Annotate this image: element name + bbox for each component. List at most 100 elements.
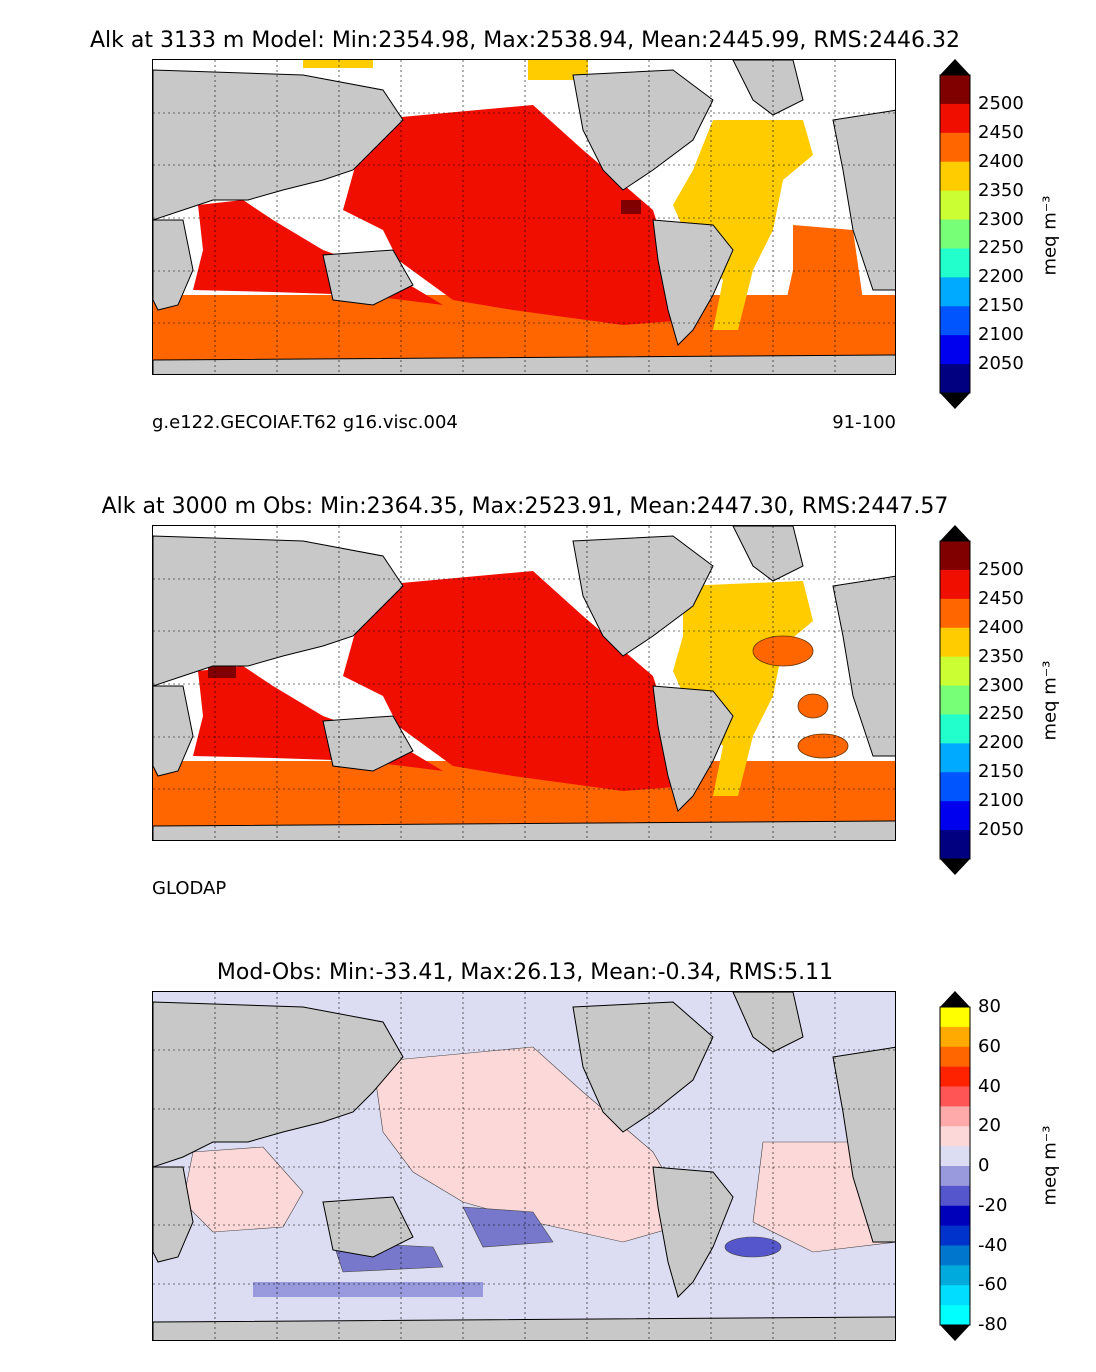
colorbar-segment: [940, 1007, 970, 1028]
colorbar-segment: [940, 801, 970, 831]
diff-colorbar-unit: meq m⁻³: [1039, 1125, 1061, 1206]
colorbar-tick-label: 60: [978, 1035, 1001, 1057]
model-years-label: 91-100: [832, 412, 896, 433]
colorbar-segment: [940, 714, 970, 744]
graticule: [153, 526, 895, 840]
caribbean-patch: [621, 200, 641, 214]
colorbar-tick-label: -20: [978, 1194, 1008, 1216]
colorbar-tick-label: 2450: [978, 587, 1024, 609]
north-america-land: [572, 535, 714, 657]
colorbar-segment: [940, 132, 970, 163]
colorbar-extend-max: [940, 991, 970, 1007]
atlantic-field: [673, 120, 813, 330]
colorbar-segment: [940, 1285, 970, 1306]
colorbar-tick-label: 2250: [978, 703, 1024, 725]
colorbar-tick-label: 2400: [978, 150, 1024, 172]
colorbar-tick-label: 2150: [978, 295, 1024, 317]
pacific-field: [343, 105, 688, 325]
eurasia-land: [153, 1001, 404, 1168]
pacific-positive-field: [372, 1046, 694, 1243]
circumpolar-negative-band: [253, 1282, 483, 1297]
colorbar-segment: [940, 1026, 970, 1048]
colorbar-segment: [940, 1066, 970, 1087]
colorbar-segment: [940, 1305, 970, 1326]
colorbar-tick-label: 2050: [978, 353, 1024, 375]
colorbar-tick-label: 2300: [978, 208, 1024, 230]
eurasia-land: [153, 69, 404, 221]
colorbar-tick-label: 2450: [978, 121, 1024, 143]
tasman-negative-patch: [462, 1206, 554, 1248]
diff-panel-title: Mod-Obs: Min:-33.41, Max:26.13, Mean:-0.…: [216, 960, 834, 985]
colorbar-segment: [940, 1185, 970, 1207]
south-america-land: [652, 685, 734, 812]
colorbar-tick-label: 2300: [978, 674, 1024, 696]
colorbar-segment: [940, 1086, 970, 1107]
colorbar-frame: [939, 540, 971, 860]
colorbar-segment: [940, 1205, 970, 1227]
colorbar-tick-label: 2400: [978, 616, 1024, 638]
colorbar-segment: [940, 1106, 970, 1127]
diff-colorbar: [939, 991, 971, 1341]
eurasia-land: [153, 535, 404, 687]
graticule: [153, 992, 895, 1340]
colorbar-segment: [940, 1126, 970, 1147]
colorbar-segment: [940, 541, 970, 571]
south-atlantic-negative-patch: [724, 1236, 782, 1258]
colorbar-tick-label: 2350: [978, 179, 1024, 201]
colorbar-extend-min: [940, 1325, 970, 1341]
colorbar-tick-label: -60: [978, 1274, 1008, 1296]
north-america-land: [572, 1001, 714, 1133]
colorbar-tick-label: 80: [978, 996, 1001, 1017]
africa-west-land: [832, 575, 895, 757]
australia-land: [322, 249, 414, 306]
colorbar-segment: [940, 830, 970, 860]
africa-west-land: [832, 109, 895, 291]
africa-west-land: [832, 1046, 895, 1243]
colorbar-extend-max: [940, 59, 970, 75]
diff-map-canvas: [153, 992, 895, 1340]
colorbar-segment: [940, 598, 970, 629]
obs-colorbar: [939, 525, 971, 875]
south-atlantic-orange-patch: [797, 733, 849, 759]
obs-map: [152, 525, 896, 841]
colorbar-tick-label: 2200: [978, 266, 1024, 288]
greenland-land: [732, 60, 804, 116]
colorbar-segment: [940, 627, 970, 658]
australia-land: [322, 715, 414, 772]
colorbar-segment: [940, 248, 970, 278]
obs-panel-title: Alk at 3000 m Obs: Min:2364.35, Max:2523…: [101, 494, 949, 519]
colorbar-segment: [940, 335, 970, 365]
colorbar-segment: [940, 772, 970, 802]
colorbar-segment: [940, 103, 970, 134]
colorbar-segment: [940, 1225, 970, 1246]
colorbar-segment: [940, 1245, 970, 1266]
arctic-patch: [303, 60, 373, 68]
colorbar-segment: [940, 1046, 970, 1068]
greenland-land: [732, 992, 804, 1053]
pacific-field: [343, 571, 688, 791]
colorbar-extend-min: [940, 859, 970, 875]
colorbar-segment: [940, 685, 970, 715]
obs-colorbar-graphic: [939, 525, 971, 875]
colorbar-segment: [940, 1146, 970, 1167]
africa-east-land: [153, 685, 194, 777]
model-colorbar: [939, 59, 971, 409]
model-colorbar-unit: meq m⁻³: [1039, 195, 1061, 276]
model-map-canvas: [153, 60, 895, 374]
colorbar-segment: [940, 190, 970, 221]
colorbar-segment: [940, 656, 970, 687]
obs-source-label: GLODAP: [152, 878, 227, 899]
colorbar-frame: [939, 1006, 971, 1326]
colorbar-tick-label: 2200: [978, 732, 1024, 754]
colorbar-tick-label: 2150: [978, 761, 1024, 783]
model-map: [152, 59, 896, 375]
colorbar-tick-label: 2250: [978, 237, 1024, 259]
colorbar-extend-min: [940, 393, 970, 409]
colorbar-tick-label: 40: [978, 1075, 1001, 1097]
colorbar-segment: [940, 277, 970, 307]
colorbar-tick-label: 2350: [978, 645, 1024, 667]
colorbar-tick-label: 2100: [978, 324, 1024, 346]
colorbar-segment: [940, 364, 970, 394]
colorbar-segment: [940, 161, 970, 192]
colorbar-segment: [940, 1166, 970, 1187]
